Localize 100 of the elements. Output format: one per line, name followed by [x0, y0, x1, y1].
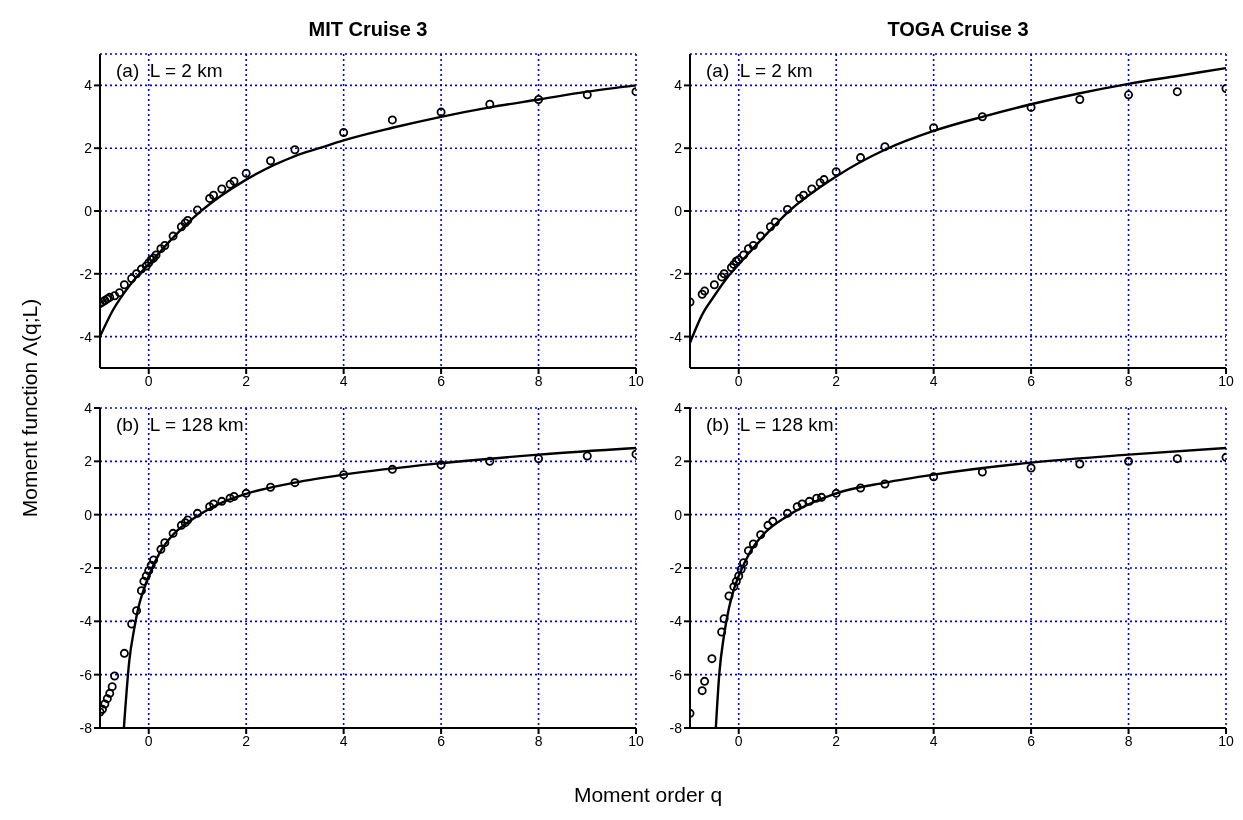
point	[743, 546, 753, 556]
y-tick-label: -2	[669, 559, 683, 576]
point	[168, 231, 178, 241]
x-tick-label: 0	[734, 372, 743, 389]
point	[534, 95, 544, 105]
point	[856, 483, 866, 493]
y-tick-label: 4	[674, 77, 683, 94]
point	[880, 142, 890, 152]
x-tick-label: 10	[1218, 372, 1234, 389]
point	[146, 560, 156, 570]
point	[114, 288, 124, 298]
point	[209, 499, 219, 509]
point	[339, 128, 349, 137]
y-tick-label: 0	[674, 202, 683, 219]
point	[144, 566, 154, 576]
point	[387, 115, 397, 125]
x-tick-label: 10	[628, 372, 644, 389]
point	[141, 571, 151, 581]
point	[717, 627, 727, 637]
y-tick-label: -4	[669, 613, 683, 630]
point	[127, 274, 137, 284]
point	[225, 179, 235, 189]
x-axis-title: Moment order q	[573, 783, 723, 807]
x-tick-label: 6	[1027, 732, 1036, 749]
x-tick-label: 8	[534, 732, 543, 749]
point	[782, 508, 792, 518]
x-tick-label: 2	[242, 372, 251, 389]
y-tick-label: -8	[669, 719, 683, 736]
point	[119, 648, 129, 658]
x-tick-label: 2	[832, 732, 841, 749]
point	[582, 90, 592, 100]
point	[290, 145, 300, 155]
x-tick-label: 2	[242, 732, 251, 749]
point	[736, 564, 746, 574]
point	[225, 493, 235, 503]
point	[192, 508, 202, 518]
point	[127, 619, 137, 629]
point	[763, 520, 773, 530]
point	[1075, 459, 1085, 469]
y-tick-label: 4	[84, 399, 93, 416]
point	[856, 153, 866, 163]
point	[756, 231, 766, 241]
y-tick-label: -2	[79, 559, 93, 576]
point	[132, 269, 142, 279]
chart-title: MIT Cruise 3	[307, 18, 429, 41]
annotation: (a) L = 2 km	[706, 60, 813, 82]
point	[387, 464, 397, 474]
point	[726, 263, 736, 273]
point	[929, 123, 939, 133]
y-tick-label: 4	[84, 77, 93, 94]
point	[795, 193, 805, 203]
point	[1124, 90, 1134, 100]
point	[436, 460, 446, 470]
point	[707, 654, 717, 664]
x-tick-label: 10	[628, 732, 644, 749]
point	[160, 538, 170, 548]
point	[241, 488, 251, 498]
annotation: (a) L = 2 km	[116, 60, 223, 82]
x-tick-label: 8	[1124, 372, 1133, 389]
y-tick-label: -6	[669, 666, 683, 683]
point	[731, 576, 741, 586]
point	[792, 502, 802, 512]
point	[748, 241, 758, 251]
point	[799, 190, 809, 200]
x-tick-label: 6	[437, 732, 446, 749]
point	[192, 205, 202, 215]
x-tick-label: 10	[1218, 732, 1234, 749]
y-tick-label: 2	[674, 453, 683, 470]
point	[748, 539, 758, 549]
annotation: (b) L = 128 km	[706, 414, 834, 436]
x-tick-label: 0	[144, 372, 153, 389]
point	[819, 175, 829, 185]
y-axis-title: Moment function Λ(q;L)	[18, 298, 42, 518]
point	[136, 264, 146, 274]
point	[724, 591, 734, 601]
x-tick-label: 6	[1027, 372, 1036, 389]
x-tick-label: 4	[929, 372, 938, 389]
point	[217, 496, 227, 506]
point	[205, 193, 215, 203]
point	[729, 582, 739, 592]
y-tick-label: -8	[79, 719, 93, 736]
y-tick-label: 4	[674, 399, 683, 416]
point	[1026, 102, 1036, 112]
point	[797, 499, 807, 509]
point	[1124, 456, 1134, 466]
y-tick-label: -4	[79, 328, 93, 345]
point	[102, 694, 112, 704]
point	[485, 99, 495, 109]
point	[807, 184, 817, 194]
point	[582, 451, 592, 461]
point	[768, 516, 778, 526]
point	[709, 280, 719, 290]
point	[734, 571, 744, 581]
x-tick-label: 4	[339, 372, 348, 389]
point	[1172, 87, 1182, 97]
point	[136, 586, 146, 596]
point	[739, 250, 749, 260]
y-tick-label: 0	[84, 506, 93, 523]
point	[209, 190, 219, 200]
point	[831, 167, 841, 177]
